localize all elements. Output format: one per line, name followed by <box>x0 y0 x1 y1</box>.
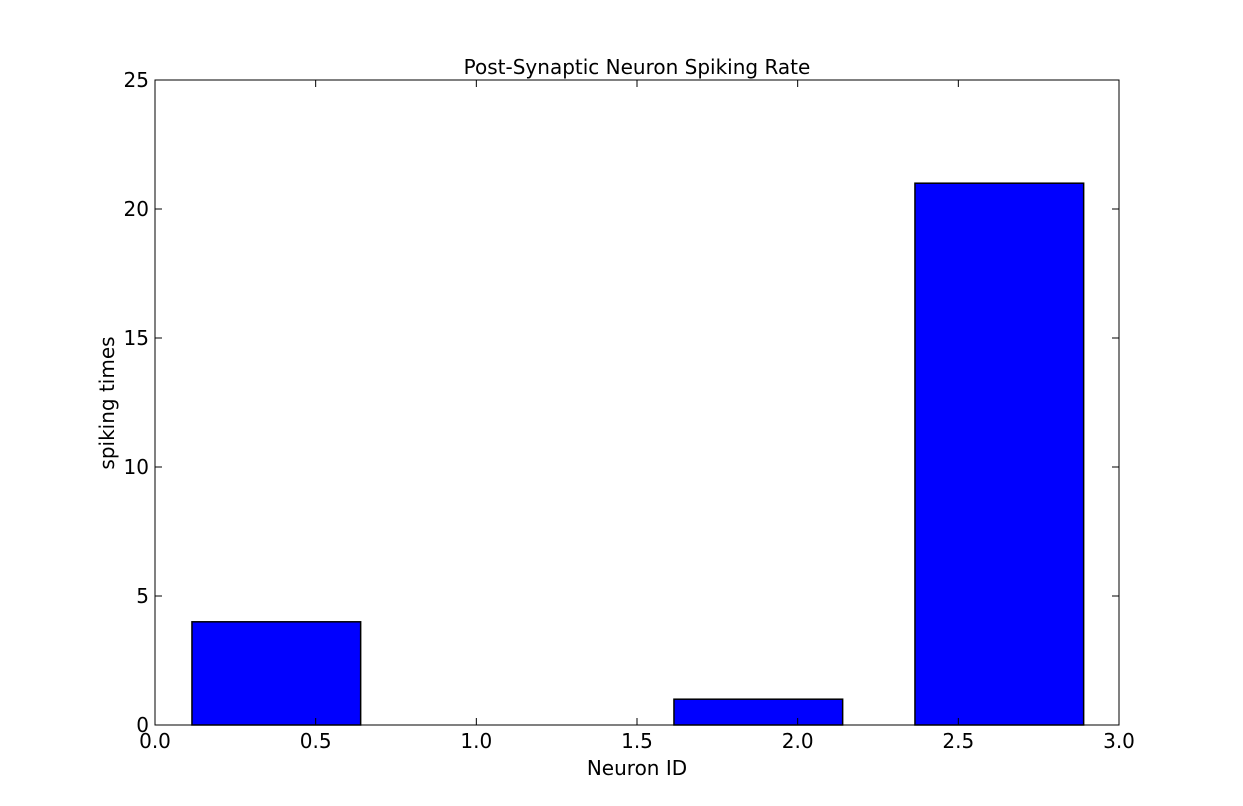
y-tick-label-5: 25 <box>124 68 149 92</box>
y-tick-label-4: 20 <box>124 197 149 221</box>
x-tick-label-5: 2.5 <box>942 729 974 753</box>
bar-3 <box>914 182 1085 726</box>
bar-2 <box>673 698 844 726</box>
bars-group <box>191 182 1085 726</box>
x-tick-label-0: 0.0 <box>139 729 171 753</box>
y-tick-label-0: 0 <box>136 713 149 737</box>
x-axis-label: Neuron ID <box>587 756 687 780</box>
x-tick-label-3: 1.5 <box>621 729 653 753</box>
y-tick-label-1: 5 <box>136 584 149 608</box>
x-tick-label-4: 2.0 <box>782 729 814 753</box>
x-tick-label-2: 1.0 <box>460 729 492 753</box>
ticks-group: 0.0 0.5 1.0 1.5 2.0 2.5 3.0 0 5 10 15 20 25 <box>124 68 1135 753</box>
y-tick-label-3: 15 <box>124 326 149 350</box>
y-tick-label-2: 10 <box>124 455 149 479</box>
y-axis-label: spiking times <box>95 336 119 469</box>
chart-title: Post-Synaptic Neuron Spiking Rate <box>464 55 811 79</box>
bar-0 <box>191 621 362 726</box>
x-tick-label-1: 0.5 <box>300 729 332 753</box>
plot-frame <box>154 79 1120 726</box>
x-tick-label-6: 3.0 <box>1103 729 1135 753</box>
